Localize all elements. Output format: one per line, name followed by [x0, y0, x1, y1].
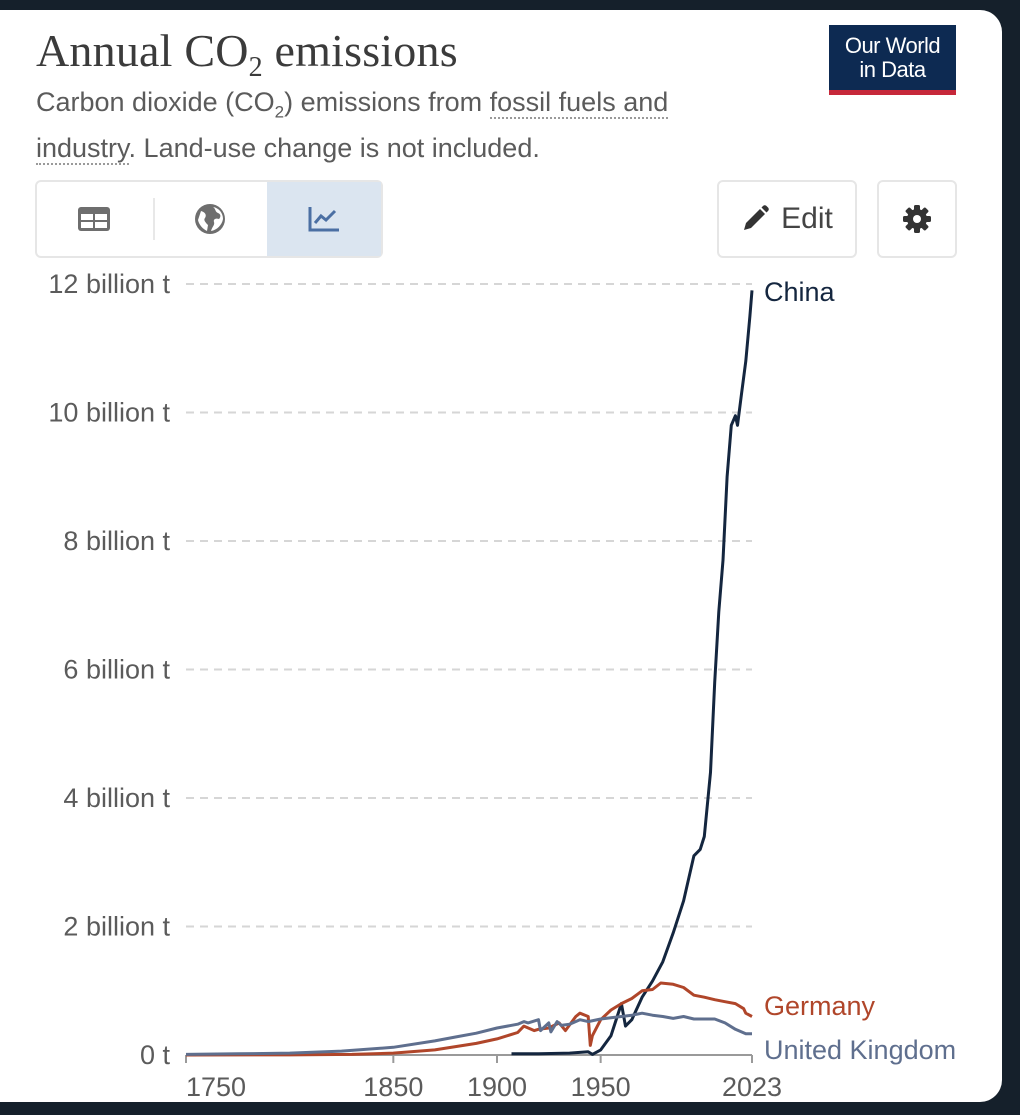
y-tick-label: 0 t	[140, 1040, 171, 1070]
x-tick-label: 1750	[186, 1072, 246, 1102]
series-label-germany: Germany	[764, 991, 876, 1021]
series-line-germany	[185, 981, 753, 1057]
y-tick-label: 8 billion t	[63, 526, 170, 556]
x-tick-label: 1850	[363, 1072, 423, 1102]
edit-button[interactable]: Edit	[717, 180, 857, 258]
y-tick-label: 10 billion t	[48, 398, 170, 428]
y-tick-label: 12 billion t	[48, 269, 170, 299]
edit-label: Edit	[781, 202, 833, 235]
chart-subtitle: Carbon dioxide (CO2) emissions from foss…	[36, 87, 669, 166]
gear-icon	[903, 205, 931, 233]
settings-button[interactable]	[877, 180, 957, 258]
view-tabs	[35, 180, 383, 258]
series-label-china: China	[764, 277, 836, 307]
chart-card: Annual CO2 emissions Carbon dioxide (CO2…	[0, 10, 1002, 1102]
x-tick-label: 2023	[722, 1072, 782, 1102]
logo-line-1: Our World	[844, 33, 941, 58]
chart-title: Annual CO2 emissions	[36, 25, 458, 84]
tab-table[interactable]	[37, 182, 151, 256]
tab-chart[interactable]	[267, 182, 381, 256]
line-chart-icon	[308, 207, 339, 232]
series-label-united-kingdom: United Kingdom	[764, 1035, 956, 1065]
x-tick-label: 1900	[467, 1072, 527, 1102]
y-tick-label: 6 billion t	[63, 655, 170, 685]
y-tick-label: 4 billion t	[63, 783, 170, 813]
table-icon	[78, 207, 110, 231]
x-tick-label: 1950	[571, 1072, 631, 1102]
owid-logo[interactable]: Our World in Data	[829, 25, 956, 95]
pencil-icon	[744, 205, 769, 230]
fossil-fuels-link[interactable]: fossil fuels and industry	[36, 87, 669, 166]
y-tick-label: 2 billion t	[63, 912, 170, 942]
tab-map[interactable]	[153, 182, 267, 256]
tab-separator	[153, 198, 155, 240]
globe-icon	[195, 204, 225, 234]
logo-line-2: in Data	[859, 57, 926, 82]
series-line-united-kingdom	[185, 1011, 752, 1056]
series-line-china	[511, 290, 754, 1056]
